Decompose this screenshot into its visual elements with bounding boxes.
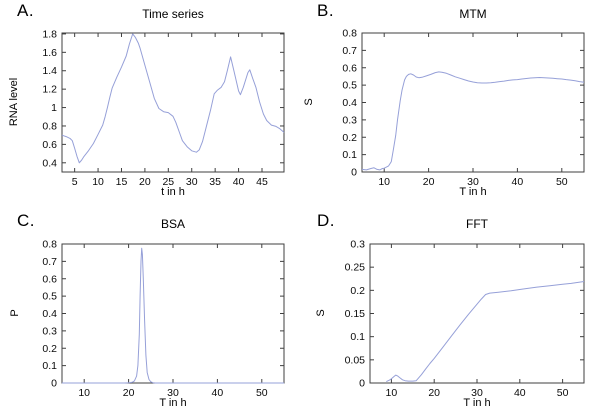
x-tick-label: 20 [423, 176, 435, 188]
data-line-a [61, 33, 285, 164]
x-tick-label: 30 [467, 176, 479, 188]
panel-letter-c: C. [17, 211, 35, 230]
panel-title-mtm: MTM [459, 7, 487, 21]
panel-letter-a: A. [17, 1, 35, 20]
y-tick-label: 0.4 [342, 97, 357, 109]
y-tick-label: 0.3 [350, 239, 365, 251]
x-tick-label: 30 [167, 387, 179, 399]
x-axis-label-a: t in h [161, 186, 185, 198]
plot-border [369, 243, 585, 384]
y-tick-label: 0.25 [345, 262, 366, 274]
panel-title-time-series: Time series [142, 7, 204, 21]
plot-svg-b: 10 20 30 40 50 0 0.1 0.2 0.3 0.4 0.5 0.6 0.7 0.8 [342, 28, 585, 188]
panel-letter-d: D. [317, 211, 335, 230]
y-tick-label: 0.3 [42, 325, 57, 337]
y-tick-label: 0.2 [342, 132, 357, 144]
y-tick-label: 0.8 [42, 239, 57, 251]
plot-border [61, 32, 285, 173]
plot-border [361, 32, 585, 173]
y-tick-label: 0.7 [42, 256, 57, 268]
x-tick-label: 20 [139, 176, 151, 188]
y-tick-label: 1.8 [42, 28, 57, 40]
y-tick-label: 0 [51, 378, 57, 390]
x-tick-label: 10 [378, 176, 390, 188]
y-tick-label: 0.15 [345, 308, 366, 320]
y-tick-label: 1.6 [42, 47, 57, 59]
data-line-c [62, 247, 284, 384]
plot-svg-c: 10 20 30 40 50 0 0.1 0.2 0.3 0.4 0.5 0.6 0.7 0.8 [42, 239, 285, 399]
panel-title-bsa: BSA [160, 217, 186, 231]
y-tick-label: 0 [351, 167, 357, 179]
panel-letter-b: B. [317, 1, 335, 20]
y-tick-label: 0.6 [42, 273, 57, 285]
x-tick-label: 35 [209, 176, 221, 188]
y-tick-label: 0.1 [342, 149, 357, 161]
y-tick-label: 1 [51, 102, 57, 114]
y-tick-label: 1.4 [42, 65, 57, 77]
y-tick-label: 0.2 [42, 343, 57, 355]
x-tick-label: 30 [186, 176, 198, 188]
x-tick-label: 20 [428, 387, 440, 399]
x-tick-label: 40 [212, 387, 224, 399]
y-tick-label: 0.5 [342, 80, 357, 92]
x-axis-label-b: T in h [459, 186, 487, 198]
x-tick-label: 25 [162, 176, 174, 188]
y-tick-label: 0.2 [350, 285, 365, 297]
y-tick-label: 0.1 [42, 360, 57, 372]
y-tick-label: 0.4 [42, 157, 57, 169]
plot-border [61, 243, 285, 384]
x-tick-label: 50 [556, 176, 568, 188]
y-tick-label: 0.6 [342, 62, 357, 74]
x-tick-label: 40 [514, 387, 526, 399]
plot-svg-a: 5 10 15 20 25 30 35 40 45 0.4 0.6 0.8 1 1.2 1.4 1.6 1.8 [42, 28, 285, 188]
x-tick-label: 15 [116, 176, 128, 188]
x-tick-label: 40 [512, 176, 524, 188]
panel-title-fft: FFT [466, 217, 488, 231]
x-tick-label: 50 [557, 387, 569, 399]
panel-mtm: B. MTM S 10 20 30 40 50 0 0.1 0.2 0.3 0.4 0.5 0.6 0.… [300, 0, 600, 210]
y-tick-label: 0.3 [342, 114, 357, 126]
x-tick-label: 5 [72, 176, 78, 188]
x-tick-label: 40 [233, 176, 245, 188]
x-tick-label: 10 [92, 176, 104, 188]
x-axis-label-c: T in h [159, 397, 187, 409]
y-tick-label: 0 [359, 378, 365, 390]
y-tick-label: 0.8 [42, 120, 57, 132]
y-tick-label: 0.8 [342, 28, 357, 40]
plot-svg-d: 10 20 30 40 50 0 0.05 0.1 0.15 0.2 0.25 0.3 [345, 239, 585, 399]
x-axis-label-d: T in h [463, 397, 491, 409]
x-tick-label: 20 [123, 387, 135, 399]
panel-bsa: C. BSA P 10 20 30 40 50 0 0.1 0.2 0.3 0.4 0.5 0.6 0.… [0, 210, 300, 420]
y-tick-label: 0.1 [350, 331, 365, 343]
x-tick-label: 10 [386, 387, 398, 399]
panel-time-series: A. Time series RNA level 5 10 15 20 25 30 35 40… [0, 0, 300, 210]
y-tick-label: 0.6 [42, 139, 57, 151]
y-tick-label: 1.2 [42, 84, 57, 96]
data-line-b [361, 71, 585, 171]
y-tick-label: 0.05 [345, 354, 366, 366]
y-tick-label: 0.7 [342, 45, 357, 57]
y-tick-label: 0.5 [42, 291, 57, 303]
x-tick-label: 10 [78, 387, 90, 399]
panel-fft: D. FFT S 10 20 30 40 50 0 0.05 0.1 0.15 0.2 0.25 0.… [300, 210, 600, 420]
x-tick-label: 30 [471, 387, 483, 399]
data-line-d [386, 281, 585, 383]
x-tick-label: 45 [256, 176, 268, 188]
y-tick-label: 0.4 [42, 308, 57, 320]
x-tick-label: 50 [256, 387, 268, 399]
